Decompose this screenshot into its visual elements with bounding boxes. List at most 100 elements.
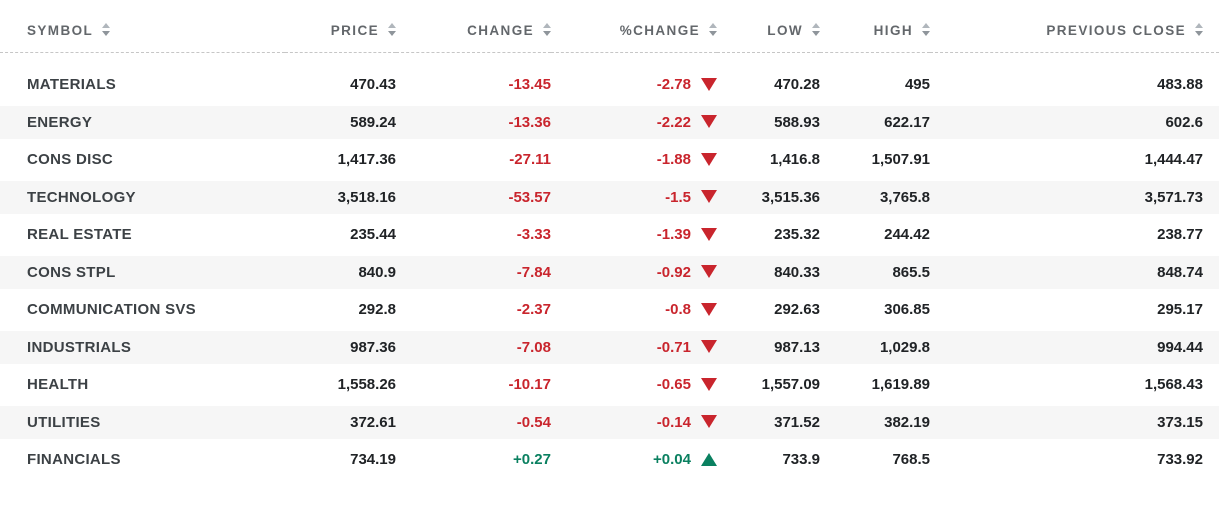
change-cell: -13.45 [396,66,551,104]
high-cell: 244.42 [820,216,930,254]
symbol-value: HEALTH [27,376,89,394]
pct-change-value: -1.5 [665,188,691,206]
low-cell: 1,557.09 [717,366,820,404]
symbol-value: TECHNOLOGY [27,188,136,206]
change-cell: -7.84 [396,253,551,291]
table-row[interactable]: FINANCIALS 734.19 +0.27 +0.04 733.9 768.5 733.… [0,441,1219,479]
column-header-high[interactable]: HIGH [820,0,930,53]
column-header-low[interactable]: LOW [717,0,820,53]
table-header: SYMBOL PRICE CHANGE %CHANGE LOW HIGH PREVIOUS … [0,0,1219,53]
column-label: HIGH [873,23,913,38]
pct-change-value: -0.14 [656,413,691,431]
price-value: 235.44 [350,226,396,244]
prev-close-value: 1,568.43 [1144,376,1203,394]
symbol-value: INDUSTRIALS [27,338,132,356]
column-header-prev_close[interactable]: PREVIOUS CLOSE [930,0,1219,53]
symbol-cell: CONS STPL [0,253,285,291]
sort-arrows-icon[interactable] [812,23,820,37]
symbol-value: ENERGY [27,113,93,131]
low-value: 3,515.36 [761,188,820,206]
price-value: 292.8 [358,301,396,319]
pct-change-cell: -1.88 [551,141,717,179]
table-row[interactable]: INDUSTRIALS 987.36 -7.08 -0.71 987.13 1,029.8… [0,328,1219,366]
symbol-cell: COMMUNICATION SVS [0,291,285,329]
sort-arrows-icon[interactable] [543,23,551,37]
triangle-down-icon [701,265,717,279]
price-cell: 1,558.26 [285,366,396,404]
column-header-change[interactable]: CHANGE [396,0,551,53]
change-value: -7.84 [516,263,551,281]
header-gap-spacer [0,53,1219,66]
high-cell: 1,619.89 [820,366,930,404]
high-value: 382.19 [884,413,930,431]
change-cell: -3.33 [396,216,551,254]
table-row[interactable]: TECHNOLOGY 3,518.16 -53.57 -1.5 3,515.36 3,76… [0,178,1219,216]
change-value: -27.11 [509,151,551,169]
low-value: 1,416.8 [769,151,820,169]
prev-close-value: 373.15 [1157,413,1203,431]
triangle-down-icon [701,340,717,354]
sort-arrows-icon[interactable] [388,23,396,37]
price-cell: 235.44 [285,216,396,254]
pct-change-value: -1.88 [656,151,691,169]
symbol-cell: REAL ESTATE [0,216,285,254]
pct-change-cell: -1.5 [551,178,717,216]
table-row[interactable]: MATERIALS 470.43 -13.45 -2.78 470.28 495 483.8… [0,66,1219,104]
column-header-price[interactable]: PRICE [285,0,396,53]
high-value: 244.42 [884,226,930,244]
table-row[interactable]: CONS DISC 1,417.36 -27.11 -1.88 1,416.8 1,507… [0,141,1219,179]
price-value: 840.9 [358,263,396,281]
low-value: 470.28 [774,76,820,94]
high-value: 495 [904,76,930,94]
pct-change-cell: -0.14 [551,403,717,441]
pct-change-cell: -0.65 [551,366,717,404]
table-row[interactable]: HEALTH 1,558.26 -10.17 -0.65 1,557.09 1,619.8… [0,366,1219,404]
high-value: 768.5 [892,451,930,469]
prev-close-value: 848.74 [1157,263,1203,281]
high-cell: 3,765.8 [820,178,930,216]
prev-close-value: 733.92 [1157,451,1203,469]
sort-arrows-icon[interactable] [1195,23,1203,37]
sort-arrows-icon[interactable] [709,23,717,37]
high-cell: 495 [820,66,930,104]
symbol-cell: HEALTH [0,366,285,404]
column-header-pct_change[interactable]: %CHANGE [551,0,717,53]
change-cell: -10.17 [396,366,551,404]
column-header-symbol[interactable]: SYMBOL [0,0,285,53]
low-value: 588.93 [774,113,820,131]
price-value: 987.36 [350,338,396,356]
sector-quotes-table: SYMBOL PRICE CHANGE %CHANGE LOW HIGH PREVIOUS … [0,0,1219,479]
price-cell: 1,417.36 [285,141,396,179]
price-cell: 3,518.16 [285,178,396,216]
price-cell: 840.9 [285,253,396,291]
table-row[interactable]: REAL ESTATE 235.44 -3.33 -1.39 235.32 244.42 2… [0,216,1219,254]
table-row[interactable]: ENERGY 589.24 -13.36 -2.22 588.93 622.17 602.6 [0,103,1219,141]
table-row[interactable]: COMMUNICATION SVS 292.8 -2.37 -0.8 292.63 306… [0,291,1219,329]
change-cell: +0.27 [396,441,551,479]
low-cell: 840.33 [717,253,820,291]
prev-close-cell: 848.74 [930,253,1219,291]
price-value: 1,558.26 [337,376,396,394]
table-row[interactable]: CONS STPL 840.9 -7.84 -0.92 840.33 865.5 848.7… [0,253,1219,291]
high-value: 3,765.8 [879,188,930,206]
price-value: 372.61 [350,413,396,431]
pct-change-cell: -0.92 [551,253,717,291]
pct-change-cell: +0.04 [551,441,717,479]
prev-close-cell: 1,568.43 [930,366,1219,404]
low-value: 987.13 [774,338,820,356]
price-value: 3,518.16 [337,188,396,206]
change-value: -10.17 [508,376,551,394]
high-value: 622.17 [884,113,930,131]
pct-change-cell: -2.22 [551,103,717,141]
change-value: -7.08 [516,338,551,356]
high-cell: 622.17 [820,103,930,141]
sort-arrows-icon[interactable] [102,23,111,37]
symbol-value: REAL ESTATE [27,226,132,244]
prev-close-cell: 602.6 [930,103,1219,141]
triangle-down-icon [701,152,717,166]
table-row[interactable]: UTILITIES 372.61 -0.54 -0.14 371.52 382.19 373… [0,403,1219,441]
change-value: -13.45 [508,76,551,94]
high-value: 1,029.8 [879,338,930,356]
sort-arrows-icon[interactable] [922,23,930,37]
symbol-cell: TECHNOLOGY [0,178,285,216]
